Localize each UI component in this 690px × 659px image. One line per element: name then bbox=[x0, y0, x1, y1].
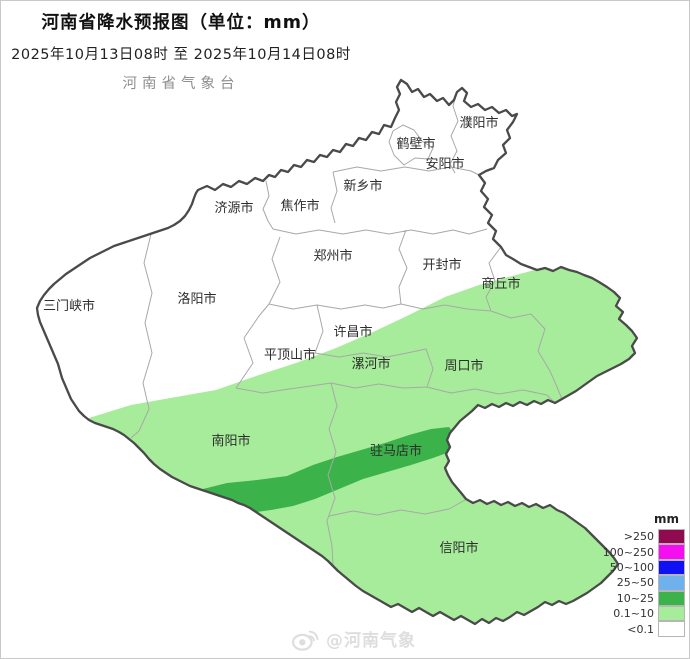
city-label: 周口市 bbox=[444, 358, 483, 374]
legend-entry: 25~50 bbox=[599, 575, 685, 591]
city-label: 南阳市 bbox=[211, 433, 250, 449]
city-label: 商丘市 bbox=[481, 276, 520, 292]
city-label: 焦作市 bbox=[280, 198, 319, 214]
city-label: 平顶山市 bbox=[264, 347, 316, 363]
city-boundaries bbox=[130, 91, 563, 566]
map-header: 河南省降水预报图（单位：mm） 2025年10月13日08时 至 2025年10… bbox=[1, 7, 361, 93]
city-label: 驻马店市 bbox=[370, 443, 422, 459]
weibo-watermark: @河南气象 bbox=[291, 626, 416, 651]
valid-period: 2025年10月13日08时 至 2025年10月14日08时 bbox=[11, 47, 351, 63]
legend-label: 25~50 bbox=[616, 576, 654, 590]
page-title: 河南省降水预报图（单位：mm） bbox=[41, 13, 321, 33]
legend-swatch bbox=[658, 544, 685, 560]
city-label: 信阳市 bbox=[439, 540, 478, 556]
legend-label: 0.1~10 bbox=[613, 607, 654, 621]
city-label: 许昌市 bbox=[333, 324, 372, 340]
legend-label: >250 bbox=[623, 530, 654, 544]
weibo-icon bbox=[291, 630, 319, 651]
city-label: 漯河市 bbox=[351, 356, 390, 372]
city-label: 三门峡市 bbox=[43, 298, 95, 314]
legend-entry: 50~100 bbox=[599, 559, 685, 576]
legend-swatch bbox=[658, 590, 685, 606]
city-label: 安阳市 bbox=[425, 156, 464, 172]
city-label: 新乡市 bbox=[343, 178, 382, 194]
city-label: 开封市 bbox=[422, 257, 461, 273]
city-label: 鹤壁市 bbox=[396, 136, 435, 152]
legend-swatch bbox=[658, 605, 685, 622]
legend-swatch bbox=[658, 575, 685, 591]
city-label: 洛阳市 bbox=[177, 291, 216, 307]
legend-swatch bbox=[658, 621, 685, 637]
watermark-text: @河南气象 bbox=[326, 631, 416, 651]
legend-swatch bbox=[658, 529, 685, 545]
legend-label: 100~250 bbox=[602, 545, 654, 559]
legend-label: 50~100 bbox=[609, 560, 654, 574]
legend-entry: <0.1 bbox=[599, 621, 685, 637]
city-label: 郑州市 bbox=[313, 248, 352, 264]
city-label: 濮阳市 bbox=[459, 115, 498, 131]
legend-entry: 0.1~10 bbox=[599, 605, 685, 622]
precipitation-legend: mm >250 100~250 50~100 25~50 10~25 0.1~1… bbox=[599, 512, 685, 637]
precip-medium-region bbox=[153, 427, 457, 514]
legend-swatch bbox=[658, 559, 685, 576]
legend-entry: 10~25 bbox=[599, 590, 685, 606]
legend-entry: 100~250 bbox=[599, 544, 685, 560]
legend-label: 10~25 bbox=[616, 591, 654, 605]
legend-label: <0.1 bbox=[627, 622, 654, 636]
legend-unit-label: mm bbox=[653, 512, 679, 526]
legend-entry: >250 bbox=[599, 529, 685, 545]
issuer-name: 河南省气象台 bbox=[122, 76, 240, 92]
city-label: 济源市 bbox=[214, 200, 253, 216]
city-labels: 濮阳市 鹤壁市 安阳市 新乡市 济源市 焦作市 郑州市 开封市 洛阳市 三门峡市… bbox=[43, 115, 521, 556]
